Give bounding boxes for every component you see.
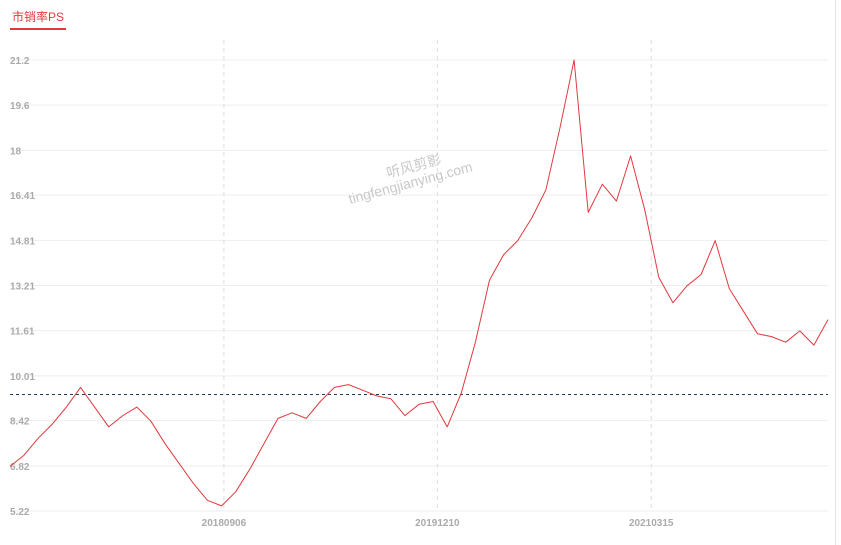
x-axis-tick-labels: 20180906 20191210 20210315 (202, 518, 674, 529)
y-tick-label: 10.01 (10, 372, 35, 383)
y-tick-label: 18 (10, 146, 22, 157)
y-tick-label: 5.22 (10, 507, 30, 518)
tab-active-indicator (10, 28, 66, 30)
y-tick-label: 6.82 (10, 462, 30, 473)
y-tick-label: 8.42 (10, 417, 30, 428)
x-tick-label: 20210315 (629, 518, 674, 529)
panel-right-border (835, 0, 836, 545)
y-tick-label: 14.81 (10, 236, 35, 247)
y-tick-label: 21.2 (10, 56, 30, 67)
y-tick-label: 16.41 (10, 191, 35, 202)
ps-ratio-series-line (9, 59, 829, 507)
tab-ps-ratio[interactable]: 市销率PS (12, 10, 65, 24)
y-tick-label: 11.61 (10, 327, 35, 338)
horizontal-gridlines (10, 59, 828, 512)
y-axis-tick-labels: 21.2 19.6 18 16.41 14.81 13.21 11.61 10.01 8.42 6… (10, 56, 35, 518)
x-tick-label: 20180906 (202, 518, 247, 529)
y-tick-label: 13.21 (10, 282, 35, 293)
vertical-gridlines (223, 40, 652, 511)
x-tick-label: 20191210 (415, 518, 460, 529)
y-tick-label: 19.6 (10, 101, 30, 112)
